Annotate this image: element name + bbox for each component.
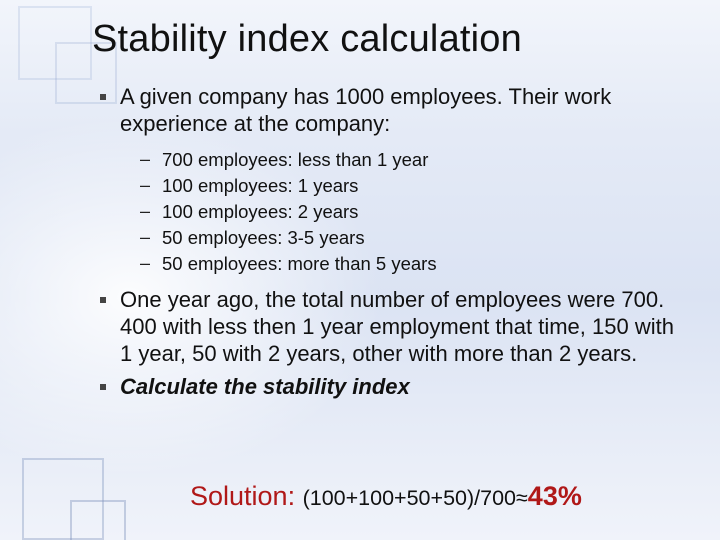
dash-icon: –: [140, 252, 150, 275]
bullet-icon: [100, 94, 106, 100]
sub-bullet-item: – 100 employees: 2 years: [140, 200, 680, 223]
sub-bullet-item: – 50 employees: more than 5 years: [140, 252, 680, 275]
dash-icon: –: [140, 226, 150, 249]
sub-bullet-item: – 50 employees: 3-5 years: [140, 226, 680, 249]
bullet-item: Calculate the stability index: [100, 374, 680, 401]
sub-bullet-text: 100 employees: 2 years: [162, 200, 358, 223]
dash-icon: –: [140, 200, 150, 223]
bullet-text: One year ago, the total number of employ…: [120, 287, 680, 367]
bullet-item: One year ago, the total number of employ…: [100, 287, 680, 367]
bullet-item: A given company has 1000 employees. Thei…: [100, 84, 680, 138]
solution-result: 43%: [528, 481, 582, 511]
sub-bullet-list: – 700 employees: less than 1 year – 100 …: [140, 148, 680, 276]
sub-bullet-text: 50 employees: more than 5 years: [162, 252, 437, 275]
decor-square: [70, 500, 126, 540]
solution-expression: (100+100+50+50)/700≈: [303, 486, 528, 510]
dash-icon: –: [140, 148, 150, 171]
sub-bullet-text: 100 employees: 1 years: [162, 174, 358, 197]
solution-label: Solution:: [190, 481, 303, 511]
bullet-text: Calculate the stability index: [120, 374, 410, 401]
sub-bullet-item: – 700 employees: less than 1 year: [140, 148, 680, 171]
sub-bullet-text: 50 employees: 3-5 years: [162, 226, 365, 249]
bullet-icon: [100, 297, 106, 303]
sub-bullet-text: 700 employees: less than 1 year: [162, 148, 428, 171]
slide-root: Stability index calculation A given comp…: [0, 0, 720, 540]
slide-content: A given company has 1000 employees. Thei…: [100, 84, 680, 407]
bullet-icon: [100, 384, 106, 390]
solution-line: Solution: (100+100+50+50)/700≈43%: [190, 481, 690, 512]
dash-icon: –: [140, 174, 150, 197]
sub-bullet-item: – 100 employees: 1 years: [140, 174, 680, 197]
bullet-text: A given company has 1000 employees. Thei…: [120, 84, 680, 138]
slide-title: Stability index calculation: [92, 18, 522, 61]
